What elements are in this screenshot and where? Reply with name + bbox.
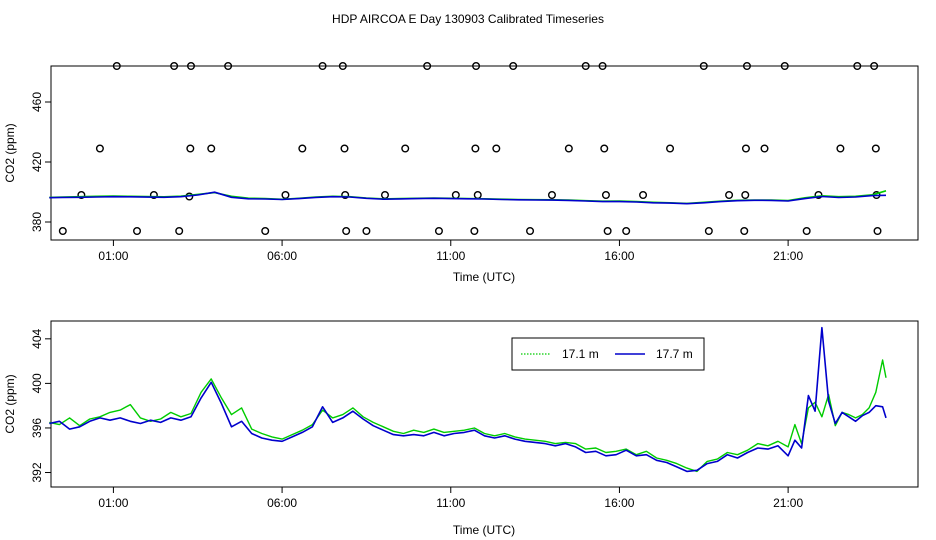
legend: 17.1 m 17.7 m — [511, 337, 705, 371]
data-point-circle — [564, 144, 573, 153]
data-point-circle — [340, 144, 349, 153]
bottom-y-axis-label: CO2 (ppm) — [3, 374, 17, 433]
bottom-panel: 01:00 06:00 11:00 16:00 21:00 392 396 400 404 T… — [3, 320, 919, 537]
bottom-x-axis: 01:00 06:00 11:00 16:00 21:00 — [98, 487, 803, 510]
data-point-circle — [760, 144, 769, 153]
series-line-17-7-m — [49, 326, 887, 473]
data-point-circle — [836, 144, 845, 153]
data-point-circle — [261, 226, 270, 235]
data-point-circle — [175, 226, 184, 235]
data-point-circle — [338, 62, 347, 71]
bottom-y-axis: 392 396 400 404 — [30, 328, 51, 483]
data-point-circle — [341, 190, 350, 199]
data-point-circle — [170, 62, 179, 71]
data-point-circle — [741, 144, 750, 153]
data-point-circle — [380, 190, 389, 199]
x-tick-label: 11:00 — [436, 496, 465, 510]
data-point-circle — [492, 144, 501, 153]
y-tick-label: 396 — [30, 418, 44, 438]
legend-label-17-1m: 17.1 m — [562, 347, 599, 361]
top-plot-frame — [50, 65, 919, 241]
top-x-axis-label: Time (UTC) — [453, 270, 515, 284]
top-x-axis: 01:00 06:00 11:00 16:00 21:00 — [98, 240, 803, 263]
data-point-circle — [423, 62, 432, 71]
data-point-circle — [112, 62, 121, 71]
legend-label-17-7m: 17.7 m — [656, 347, 693, 361]
x-tick-label: 11:00 — [436, 249, 465, 263]
legend-box — [511, 337, 705, 371]
data-point-circle — [581, 62, 590, 71]
y-tick-label: 380 — [30, 212, 44, 232]
data-point-circle — [342, 226, 351, 235]
bottom-x-axis-label: Time (UTC) — [453, 523, 515, 537]
y-tick-label: 420 — [30, 152, 44, 172]
data-point-circle — [780, 62, 789, 71]
bottom-plot-frame — [50, 320, 919, 488]
series-line-17-7-m — [49, 191, 887, 205]
data-point-circle — [802, 226, 811, 235]
data-point-circle — [362, 226, 371, 235]
data-point-circle — [814, 190, 823, 199]
x-tick-label: 01:00 — [98, 496, 128, 510]
data-point-circle — [526, 226, 535, 235]
data-point-circle — [473, 190, 482, 199]
data-point-circle — [547, 190, 556, 199]
y-tick-label: 404 — [30, 328, 44, 348]
data-point-circle — [603, 226, 612, 235]
data-point-circle — [149, 190, 158, 199]
data-point-circle — [434, 226, 443, 235]
x-tick-label: 01:00 — [98, 249, 128, 263]
data-point-circle — [639, 190, 648, 199]
data-point-circle — [704, 226, 713, 235]
data-point-circle — [699, 62, 708, 71]
top-plot-marks — [49, 62, 887, 235]
figure-title: HDP AIRCOA E Day 130903 Calibrated Times… — [332, 12, 604, 26]
data-point-circle — [470, 226, 479, 235]
x-tick-label: 16:00 — [604, 249, 634, 263]
bottom-plot-marks — [49, 326, 887, 473]
data-point-circle — [873, 226, 882, 235]
data-point-circle — [133, 226, 142, 235]
data-point-circle — [622, 226, 631, 235]
x-tick-label: 21:00 — [773, 249, 803, 263]
top-panel: 01:00 06:00 11:00 16:00 21:00 380 420 460 Time… — [3, 62, 919, 284]
data-point-circle — [600, 144, 609, 153]
data-point-circle — [224, 62, 233, 71]
data-point-circle — [298, 144, 307, 153]
data-point-circle — [187, 62, 196, 71]
data-point-circle — [95, 144, 104, 153]
data-point-circle — [725, 190, 734, 199]
data-point-circle — [186, 144, 195, 153]
top-y-axis-label: CO2 (ppm) — [3, 123, 17, 182]
data-point-circle — [401, 144, 410, 153]
y-tick-label: 392 — [30, 462, 44, 482]
data-point-circle — [666, 144, 675, 153]
data-point-circle — [281, 190, 290, 199]
data-point-circle — [741, 190, 750, 199]
data-point-circle — [318, 62, 327, 71]
x-tick-label: 06:00 — [267, 496, 297, 510]
data-point-circle — [77, 190, 86, 199]
data-point-circle — [509, 62, 518, 71]
x-tick-label: 16:00 — [604, 496, 634, 510]
data-point-circle — [471, 144, 480, 153]
data-point-circle — [740, 226, 749, 235]
x-tick-label: 06:00 — [267, 249, 297, 263]
data-point-circle — [742, 62, 751, 71]
data-point-circle — [871, 144, 880, 153]
series-line-17-1-m — [49, 359, 887, 473]
data-point-circle — [601, 190, 610, 199]
data-point-circle — [207, 144, 216, 153]
data-point-circle — [853, 62, 862, 71]
y-tick-label: 460 — [30, 92, 44, 112]
data-point-circle — [870, 62, 879, 71]
data-point-circle — [451, 190, 460, 199]
data-point-circle — [598, 62, 607, 71]
top-y-axis: 380 420 460 — [30, 92, 51, 232]
data-point-circle — [472, 62, 481, 71]
y-tick-label: 400 — [30, 373, 44, 393]
data-point-circle — [58, 226, 67, 235]
x-tick-label: 21:00 — [773, 496, 803, 510]
